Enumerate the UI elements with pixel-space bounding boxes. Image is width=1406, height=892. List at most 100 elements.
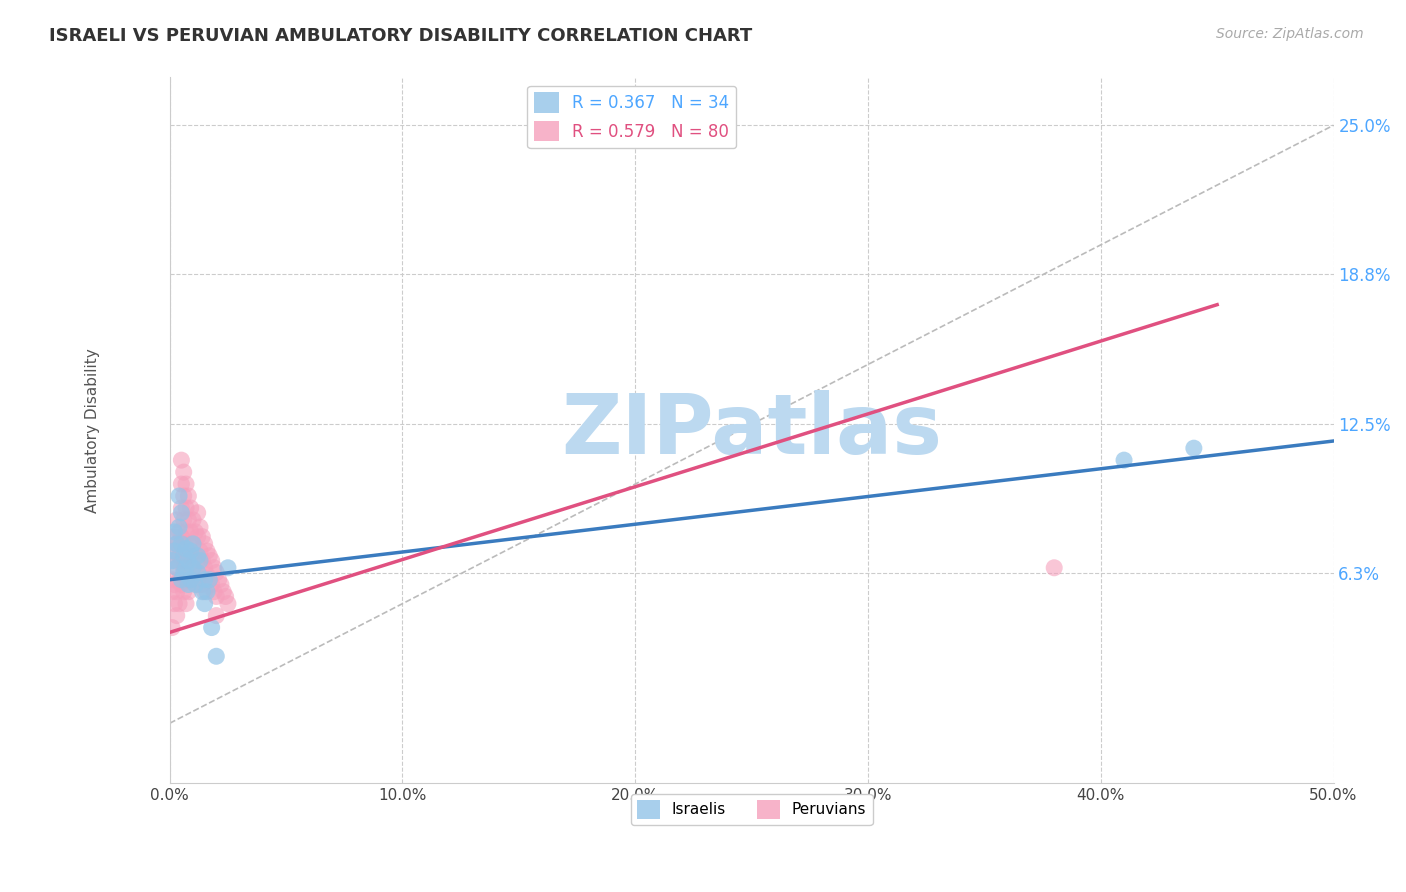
Point: [191, 553, 214, 567]
Point: [191, 530, 214, 544]
Point: [194, 561, 217, 575]
Point: [160, 544, 183, 558]
Point: [163, 553, 186, 567]
Point: [205, 590, 228, 604]
Point: [214, 590, 236, 604]
Point: [181, 537, 204, 551]
Point: [163, 524, 186, 539]
Point: [160, 553, 183, 567]
Point: [180, 524, 202, 539]
Text: Source: ZipAtlas.com: Source: ZipAtlas.com: [1216, 27, 1364, 41]
Point: [170, 577, 193, 591]
Point: [173, 513, 195, 527]
Point: [167, 524, 190, 539]
Point: [195, 584, 218, 599]
Point: [184, 577, 207, 591]
Point: [184, 573, 207, 587]
Point: [170, 506, 193, 520]
Point: [170, 477, 193, 491]
Point: [167, 549, 190, 563]
Point: [166, 561, 188, 575]
Legend: Israelis, Peruvians: Israelis, Peruvians: [631, 794, 873, 825]
Point: [166, 608, 188, 623]
Point: [170, 453, 193, 467]
Point: [201, 553, 224, 567]
Point: [180, 549, 202, 563]
Point: [217, 561, 239, 575]
Point: [194, 537, 217, 551]
Point: [181, 537, 204, 551]
Point: [180, 573, 202, 587]
Point: [205, 566, 228, 580]
Point: [166, 537, 188, 551]
Point: [177, 561, 200, 575]
Point: [177, 513, 200, 527]
Point: [163, 597, 186, 611]
Point: [202, 584, 225, 599]
Point: [167, 520, 190, 534]
Point: [173, 584, 195, 599]
Point: [205, 608, 228, 623]
Point: [160, 584, 183, 599]
Point: [188, 520, 211, 534]
Point: [191, 584, 214, 599]
Point: [177, 577, 200, 591]
Point: [166, 584, 188, 599]
Point: [184, 549, 207, 563]
Point: [174, 500, 197, 515]
Point: [170, 553, 193, 567]
Point: [174, 549, 197, 563]
Point: [167, 573, 190, 587]
Point: [187, 577, 209, 591]
Point: [187, 553, 209, 567]
Point: [1043, 561, 1066, 575]
Point: [160, 573, 183, 587]
Point: [187, 566, 209, 580]
Point: [163, 544, 186, 558]
Point: [181, 513, 204, 527]
Point: [202, 561, 225, 575]
Y-axis label: Ambulatory Disability: Ambulatory Disability: [86, 348, 100, 513]
Point: [167, 489, 190, 503]
Point: [188, 568, 211, 582]
Point: [160, 621, 183, 635]
Text: ZIPatlas: ZIPatlas: [561, 390, 942, 471]
Point: [173, 537, 195, 551]
Point: [170, 500, 193, 515]
Point: [180, 573, 202, 587]
Point: [207, 573, 229, 587]
Point: [180, 544, 202, 558]
Point: [166, 513, 188, 527]
Point: [191, 577, 214, 591]
Point: [181, 561, 204, 575]
Point: [166, 537, 188, 551]
Point: [1182, 441, 1205, 455]
Point: [181, 561, 204, 575]
Point: [187, 506, 209, 520]
Point: [187, 549, 209, 563]
Point: [212, 584, 235, 599]
Point: [194, 597, 217, 611]
Point: [173, 489, 195, 503]
Point: [170, 537, 193, 551]
Point: [177, 489, 200, 503]
Point: [173, 561, 195, 575]
Point: [163, 530, 186, 544]
Point: [177, 537, 200, 551]
Point: [170, 573, 193, 587]
Point: [187, 530, 209, 544]
Point: [198, 549, 221, 563]
Point: [217, 597, 239, 611]
Point: [184, 524, 207, 539]
Point: [173, 465, 195, 479]
Point: [174, 524, 197, 539]
Point: [198, 573, 221, 587]
Point: [177, 553, 200, 567]
Point: [188, 553, 211, 567]
Point: [167, 597, 190, 611]
Point: [180, 500, 202, 515]
Point: [163, 577, 186, 591]
Point: [201, 621, 224, 635]
Point: [194, 573, 217, 587]
Point: [170, 530, 193, 544]
